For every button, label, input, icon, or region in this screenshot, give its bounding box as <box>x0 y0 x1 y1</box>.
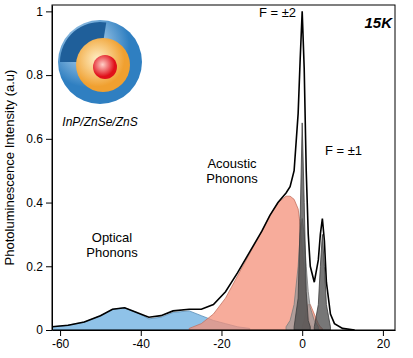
tick-mark <box>141 330 142 336</box>
tick-mark <box>46 11 52 12</box>
tick: 20 <box>377 330 391 351</box>
tick: 0.8 <box>26 68 52 82</box>
tick-label: 0 <box>36 323 43 337</box>
tick-mark <box>46 139 52 140</box>
shell <box>58 20 142 104</box>
tick: -40 <box>133 330 151 351</box>
marks <box>52 11 355 330</box>
chart: -60 -40 -20 0 20 0 0.2 0.4 0.6 0.8 1 Photoluminesce… <box>0 0 413 358</box>
tick-mark <box>46 75 52 76</box>
annotation: OpticalPhonons <box>86 230 138 260</box>
tick-label: -60 <box>52 337 70 351</box>
tick: 0.6 <box>26 132 52 146</box>
component-area <box>314 234 330 330</box>
annotation-line: Optical <box>92 230 133 245</box>
tick-mark <box>46 203 52 204</box>
tick-label: -40 <box>133 337 151 351</box>
tick-label: 20 <box>377 337 391 351</box>
tick: 0.2 <box>26 260 52 274</box>
tick-label: 0 <box>299 337 306 351</box>
tick-mark <box>60 330 61 336</box>
tick-label: 0.8 <box>26 68 43 82</box>
plot: -60 -40 -20 0 20 0 0.2 0.4 0.6 0.8 1 <box>26 5 395 351</box>
axis-line <box>53 330 396 331</box>
tick: -60 <box>52 330 70 351</box>
tick-mark <box>46 330 52 331</box>
tick: 0 <box>36 323 52 337</box>
tick-label: -20 <box>213 337 231 351</box>
tick-label: 0.2 <box>26 260 43 274</box>
tick-label: 0.4 <box>26 196 43 210</box>
annotation-line: Phonons <box>206 171 258 186</box>
tick-mark <box>302 330 303 336</box>
annotation-line: Phonons <box>86 245 138 260</box>
y-axis: 0 0.2 0.4 0.6 0.8 1 <box>26 5 52 338</box>
frame <box>52 5 395 330</box>
tick-label: 1 <box>36 5 43 19</box>
inset-sphere <box>58 20 142 104</box>
tick: 0 <box>299 330 306 351</box>
annotation: F = ±2 <box>259 5 296 20</box>
total-line <box>52 11 355 330</box>
annotation: F = ±1 <box>325 143 362 158</box>
y-axis-title: Photoluminescence Intensity (a.u) <box>2 70 17 266</box>
tick-mark <box>221 330 222 336</box>
x-axis: -60 -40 -20 0 20 <box>52 330 396 351</box>
tick-mark <box>383 330 384 336</box>
middle-shell <box>76 38 130 92</box>
tick: 1 <box>36 5 52 19</box>
core <box>93 55 117 79</box>
tick-label: 0.6 <box>26 132 43 146</box>
tick-mark <box>46 266 52 267</box>
annotation: InP/ZnSe/ZnS <box>62 115 137 129</box>
tick: 0.4 <box>26 196 52 210</box>
tick: -20 <box>213 330 231 351</box>
axis-line <box>52 6 53 331</box>
annotation: AcousticPhonons <box>206 156 258 186</box>
annotation: 15K <box>364 14 393 31</box>
annotation-line: Acoustic <box>207 156 257 171</box>
